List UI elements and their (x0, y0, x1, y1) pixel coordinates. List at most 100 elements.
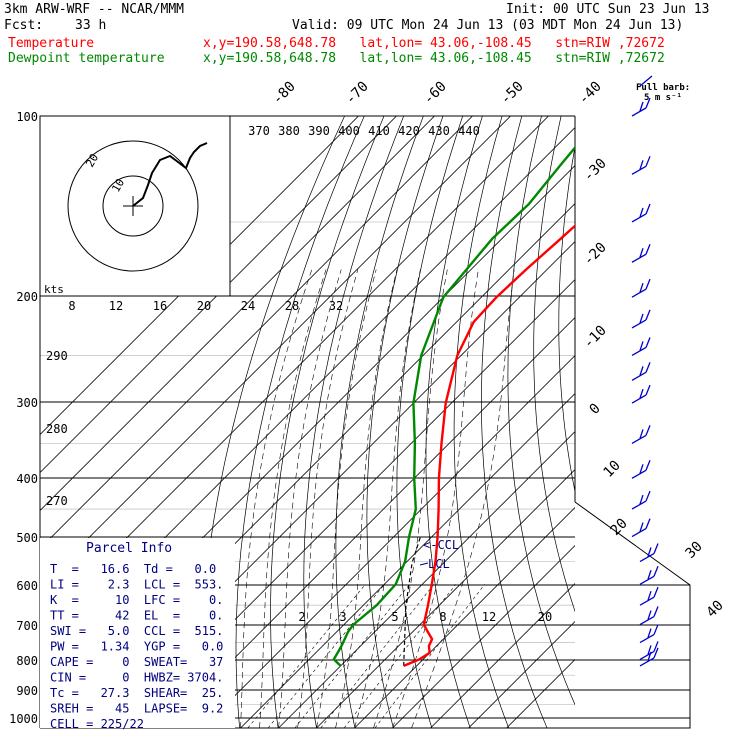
pressure-label: 700 (16, 619, 38, 633)
moist-adiabat (411, 269, 515, 728)
moist-adiabat (354, 269, 421, 728)
full-barb-label: Full barb: (636, 83, 691, 93)
temperature-trace (403, 224, 575, 668)
wind-barb (631, 469, 647, 479)
mixing-ratio-line (320, 584, 435, 728)
wind-barb-flag (645, 278, 651, 290)
isotherm (40, 116, 435, 512)
pressure-label: 400 (16, 472, 38, 486)
parcel-info-row: T = 16.6 Td = 0.0 (50, 562, 216, 576)
init-time: Init: 00 UTC Sun 23 Jun 13 (506, 2, 710, 17)
isotherm (202, 354, 575, 728)
wind-barb-flag (645, 425, 651, 436)
isotherm (240, 392, 575, 728)
ccl-marker: <-CCL (423, 538, 459, 552)
wind-barb (639, 634, 655, 644)
pressure-label: 500 (16, 531, 38, 545)
location-dewpoint: x,y=190.58,648.78 lat,lon= 43.06,-108.45… (203, 51, 665, 66)
mixing-ratio-label: 5 (391, 610, 398, 624)
wind-barb (631, 319, 647, 329)
hodograph-ring (67, 140, 199, 272)
isotherm (40, 116, 359, 436)
wind-barb-flag (653, 647, 659, 659)
wind-barb (631, 107, 647, 117)
theta-label: 420 (398, 124, 420, 138)
theta-label: 440 (458, 124, 480, 138)
pressure-label: 300 (16, 396, 38, 410)
location-temperature: x,y=190.58,648.78 lat,lon= 43.06,-108.45… (203, 36, 665, 51)
theta-label: 370 (248, 124, 270, 138)
dry-adiabat-label: 280 (46, 422, 68, 436)
parcel-info-box (40, 538, 235, 728)
full-barb-value: 5 m s⁻¹ (644, 93, 682, 103)
theta-label: 380 (278, 124, 300, 138)
scale-label: 20 (197, 299, 211, 313)
isotherm (40, 116, 549, 626)
forecast-hour: 33 h (75, 18, 107, 33)
wind-barb-flag (645, 309, 651, 321)
parcel-trace (403, 536, 422, 666)
wind-barb (631, 394, 647, 404)
isotherm (468, 620, 575, 728)
parcel-info-row: Tc = 27.3 SHEAR= 25. (50, 686, 223, 700)
dry-adiabat-label: 290 (46, 349, 68, 363)
wind-barb (631, 346, 647, 357)
moist-adiabat (392, 269, 479, 728)
wind-barb-flag (639, 464, 644, 474)
wind-barb-flag (639, 313, 644, 324)
pressure-label: 900 (16, 684, 38, 698)
wind-barb (631, 213, 647, 223)
pressure-label: 800 (16, 654, 38, 668)
lcl-marker: LCL (428, 557, 450, 571)
dry-adiabat (366, 116, 444, 728)
isotherm (430, 582, 575, 728)
parcel-info-row: SWI = 5.0 CCL = 515. (50, 624, 223, 638)
hodograph-trace (132, 142, 208, 207)
wind-barb-flag (645, 244, 651, 255)
wind-barb-flag (645, 362, 651, 373)
wind-barb-flag (647, 610, 652, 620)
moist-adiabat (316, 269, 377, 728)
wind-barb-flag (639, 282, 644, 293)
dry-adiabat-label: 270 (46, 494, 68, 508)
pressure-label: 100 (16, 110, 38, 124)
mixing-ratio-line (343, 584, 457, 728)
isotherm (392, 544, 575, 728)
theta-label: 410 (368, 124, 390, 138)
wind-barb-flag (639, 248, 644, 258)
isotherm (40, 116, 473, 550)
isotherm (316, 468, 575, 728)
theta-label: 390 (308, 124, 330, 138)
wind-barb (631, 500, 647, 510)
wind-barb-flag (653, 543, 659, 554)
pressure-label: 600 (16, 579, 38, 593)
dry-adiabat (335, 116, 424, 728)
moist-adiabat (335, 269, 398, 728)
wind-barb (639, 657, 655, 667)
hodograph-ring (102, 175, 164, 237)
mixing-ratio-label: 20 (538, 610, 552, 624)
mixing-ratio-label: 8 (439, 610, 446, 624)
wind-barb-flag (653, 606, 659, 617)
scale-label: 16 (153, 299, 167, 313)
wind-barb-flag (653, 641, 659, 652)
dewpoint-trace (332, 145, 575, 667)
pressure-label: 1000 (9, 712, 38, 726)
wind-barb-flag (647, 547, 652, 557)
wind-barb (639, 650, 655, 660)
wind-barb-flag (645, 156, 651, 167)
wind-barb-flag (639, 366, 644, 376)
wind-barb (639, 575, 655, 585)
dry-adiabat (558, 144, 575, 494)
dry-adiabat (481, 116, 548, 728)
wind-barb-flag (653, 566, 659, 577)
wind-barb-flag (645, 490, 651, 502)
wind-barb (639, 596, 655, 606)
scale-label: 12 (109, 299, 123, 313)
wind-barb (631, 165, 647, 175)
wind-barb-flag (647, 570, 652, 580)
wind-barb-flag (639, 207, 644, 218)
parcel-info-row: PW = 1.34 YGP = 0.0 (50, 640, 223, 654)
wind-barb-flag (639, 341, 644, 351)
parcel-info-row: CIN = 0 HWBZ= 3704. (50, 671, 223, 685)
